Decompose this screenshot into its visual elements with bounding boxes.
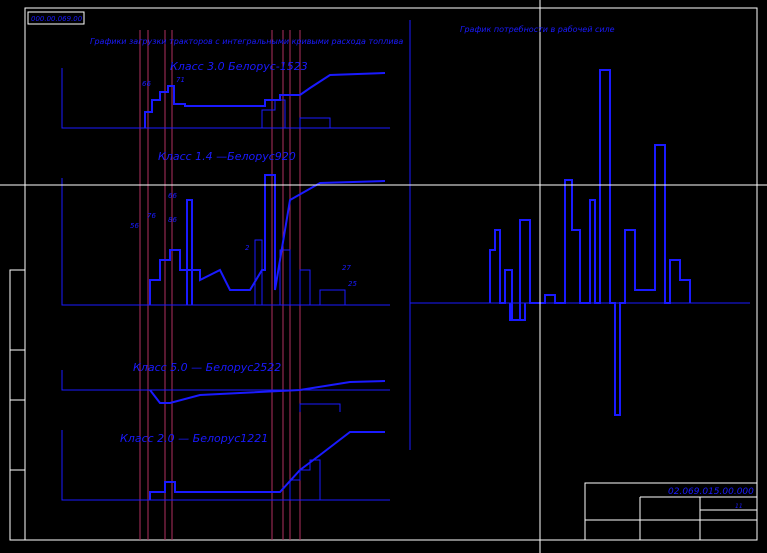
chart-label: Класс 2.0 — Белорус1221 — [120, 432, 268, 445]
peak-label: 71 — [176, 76, 185, 84]
left-title: Графики загрузки тракторов с интегральны… — [90, 37, 403, 46]
peak-label: 25 — [348, 280, 357, 288]
peak-label: 27 — [342, 264, 351, 272]
chart-2 — [61, 174, 390, 306]
frame — [9, 7, 758, 541]
peak-label: 66 — [168, 192, 177, 200]
chart-3 — [61, 370, 390, 412]
stamp: 000.00.069.00 — [31, 15, 83, 23]
peak-label: 86 — [168, 216, 177, 224]
peak-label: 2 — [245, 244, 250, 252]
peak-label: 56 — [130, 222, 139, 230]
right-title: График потребности в рабочей силе — [460, 25, 615, 34]
peak-label: 76 — [147, 212, 156, 220]
drawing-code: 02.069.015.00.000 — [668, 487, 754, 497]
labor-chart — [409, 20, 750, 450]
chart-1 — [61, 68, 390, 129]
sheet: 11 — [735, 503, 743, 510]
chart-label: Класс 1.4 —Белорус920 — [158, 150, 296, 163]
chart-4 — [61, 430, 390, 501]
peak-label: 66 — [142, 80, 151, 88]
chart-label: Класс 3.0 Белорус-1523 — [170, 60, 308, 73]
chart-label: Класс 5.0 — Белорус2522 — [133, 361, 281, 374]
